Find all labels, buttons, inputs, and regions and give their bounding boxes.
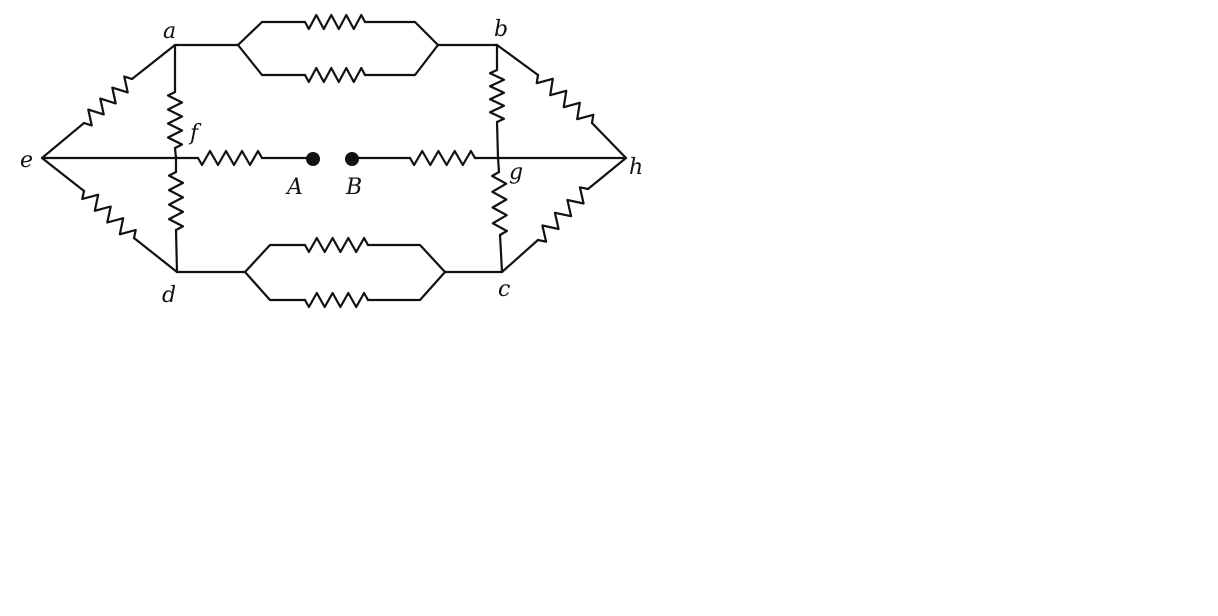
- wire-g-to-gc-resistor: [496, 156, 501, 174]
- resistor-b-g: [488, 68, 506, 124]
- resistor-e-d: [81, 189, 137, 240]
- wire-e-to-ed-resistor: [40, 156, 86, 193]
- wire-fd-resistor-to-d: [174, 228, 179, 274]
- wire-c-to-ch-resistor: [500, 238, 540, 274]
- node-label-a: a: [163, 19, 176, 44]
- resistor-b-h: [535, 73, 595, 125]
- wire-bottom-branch-lower-left: [243, 270, 307, 302]
- resistor-top-lower: [303, 66, 367, 84]
- wire-e-to-ea-resistor: [40, 121, 86, 160]
- resistors-group: [81, 13, 595, 309]
- terminal-label-B: B: [345, 175, 362, 200]
- resistor-bottom-lower: [303, 291, 370, 309]
- wire-bottom-branch-upper-left: [243, 243, 307, 274]
- wire-top-branch-upper-left: [236, 20, 307, 47]
- node-label-e: e: [20, 148, 33, 173]
- resistor-c-h: [536, 186, 590, 243]
- resistor-f-A: [196, 149, 264, 167]
- wire-b-to-bh-resistor: [495, 43, 540, 77]
- resistor-top-upper: [303, 13, 367, 31]
- wire-ea-resistor-to-a: [130, 43, 177, 81]
- wire-af-resistor-to-f: [173, 146, 178, 160]
- labels-group: a b c d e f g h A B: [20, 17, 643, 308]
- terminal-A-dot[interactable]: [306, 152, 320, 166]
- resistor-a-f: [166, 90, 184, 150]
- node-label-b: b: [494, 17, 508, 42]
- resistor-B-g: [408, 149, 477, 167]
- resistor-f-d: [167, 170, 185, 232]
- wire-bg-resistor-to-g: [495, 120, 500, 160]
- terminals-group: [306, 152, 359, 166]
- resistor-e-a: [82, 75, 134, 127]
- node-label-c: c: [498, 277, 510, 302]
- wire-top-branch-lower-right: [363, 43, 440, 77]
- resistor-g-c: [491, 170, 508, 237]
- node-label-f: f: [188, 121, 202, 146]
- wire-ed-resistor-to-d: [132, 236, 179, 274]
- terminal-label-A: A: [285, 175, 303, 200]
- wires-group: [40, 20, 628, 302]
- node-label-h: h: [629, 155, 643, 180]
- node-label-d: d: [162, 283, 176, 308]
- wire-bottom-branch-lower-right: [366, 270, 447, 302]
- wire-gc-resistor-to-c: [498, 233, 504, 274]
- terminal-B-dot[interactable]: [345, 152, 359, 166]
- wire-ch-resistor-to-h: [586, 156, 628, 191]
- resistor-bottom-upper: [303, 236, 370, 254]
- wire-top-branch-upper-right: [363, 20, 440, 47]
- wire-bh-resistor-to-h: [590, 121, 628, 160]
- wire-bottom-branch-upper-right: [366, 243, 447, 274]
- node-label-g: g: [509, 160, 523, 185]
- wire-top-branch-lower-left: [236, 43, 307, 77]
